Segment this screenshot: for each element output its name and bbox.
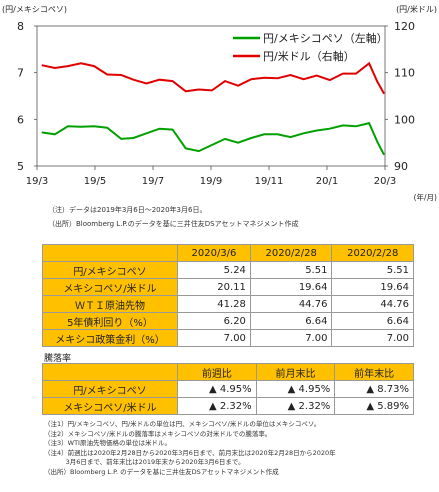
table-header-col2: 2020/2/28 xyxy=(249,244,333,262)
cell-value: ▲ 4.95% xyxy=(255,380,336,398)
row-label: 5年債利回り（%） xyxy=(42,312,178,330)
chart-note: （注）データは2019年3月6日～2020年3月6日。 xyxy=(48,206,207,214)
row-label: ＷＴＩ原油先物 xyxy=(42,295,178,313)
x-tick-label: 20/3 xyxy=(374,176,396,187)
row-label: 円/メキシコペソ xyxy=(42,380,178,398)
footnote-line: （注4）前週比は2020年2月28日から2020年3月6日まで、前月末比は202… xyxy=(44,448,336,457)
x-unit-label: (年/月) xyxy=(414,192,437,202)
y-left-tick-label: 7 xyxy=(17,67,24,80)
table-header-blank xyxy=(42,244,178,262)
y-left-tick-label: 6 xyxy=(17,113,24,126)
footnote-line: （出所）Bloomberg L.P. のデータを基に三井住友DSアセットマネジメ… xyxy=(44,467,279,476)
cell-value: 6.64 xyxy=(331,312,414,330)
table-header-blank xyxy=(42,363,178,381)
footnote-line: 3月6日まで、前年末比は2019年末から2020年3月6日まで。 xyxy=(44,458,245,466)
series-line-mxn xyxy=(41,121,385,156)
x-tick-label: 19/5 xyxy=(84,176,106,187)
footnotes: （注1）円/メキシコペソ、円/米ドルの単位は円、メキシコペソ/米ドルの単位はメキ… xyxy=(44,420,336,477)
footnote-line: （注3）WTI原油先物価格の単位は米ドル。 xyxy=(44,439,171,447)
cell-value: 5.51 xyxy=(331,261,414,279)
cell-value: 19.64 xyxy=(331,278,414,296)
change-rate-table: 前週比 前月末比 前年末比 円/メキシコペソ ▲ 4.95% ▲ 4.95% ▲… xyxy=(42,363,414,415)
fx-line-chart: 19/3 19/5 19/7 19/9 19/11 20/1 20/3 8 7 6 5 120 11… xyxy=(2,4,437,202)
y-right-tick-label: 100 xyxy=(394,113,415,126)
row-label: 円/メキシコペソ xyxy=(42,261,178,279)
row-label: メキシコペソ/米ドル xyxy=(42,397,178,415)
row-label: メキシコペソ/米ドル xyxy=(42,278,178,296)
cell-value: 20.11 xyxy=(177,278,251,296)
row-label: メキシコ政策金利（%） xyxy=(42,329,178,347)
footnote-line: （注1）円/メキシコペソ、円/米ドルの単位は円、メキシコペソ/米ドルの単位はメキ… xyxy=(44,420,321,428)
cell-value: 7.00 xyxy=(177,329,251,347)
cell-value: ▲ 2.32% xyxy=(177,397,257,415)
table-row: 5年債利回り（%） 6.20 6.64 6.64 xyxy=(42,312,414,330)
left-axis-label: (円/メキシコペソ) xyxy=(2,5,67,14)
y-right-tick-label: 90 xyxy=(394,160,408,173)
table-row: メキシコペソ/米ドル 20.11 19.64 19.64 xyxy=(42,278,414,296)
change-rate-title: 騰落率 xyxy=(44,354,72,364)
cell-value: ▲ 8.73% xyxy=(334,380,414,398)
legend-label-mxn: 円/メキシコペソ（左軸） xyxy=(263,31,388,45)
right-axis-label: (円/米ドル) xyxy=(396,4,437,14)
cell-value: 5.51 xyxy=(249,261,333,279)
series-line-usd xyxy=(41,61,385,95)
cell-value: ▲ 2.32% xyxy=(255,397,336,415)
cell-value: ▲ 4.95% xyxy=(177,380,257,398)
table-row: 円/メキシコペソ ▲ 4.95% ▲ 4.95% ▲ 8.73% xyxy=(42,380,414,398)
chart-source: （出所）Bloomberg L.P.のデータを基に三井住友DSアセットマネジメン… xyxy=(48,220,299,228)
table-row: 円/メキシコペソ 5.24 5.51 5.51 xyxy=(42,261,414,279)
market-data-table: 2020/3/6 2020/2/28 2020/2/28 円/メキシコペソ 5.… xyxy=(42,244,414,347)
cell-value: 19.64 xyxy=(249,278,333,296)
table-header-col1: 2020/3/6 xyxy=(177,244,251,262)
cell-value: 44.76 xyxy=(249,295,333,313)
table-header-col1: 前週比 xyxy=(177,363,257,381)
table-header-col2: 前月末比 xyxy=(255,363,336,381)
y-left-tick-label: 5 xyxy=(17,160,24,173)
cell-value: 6.20 xyxy=(177,312,251,330)
table-row: メキシコペソ/米ドル ▲ 2.32% ▲ 2.32% ▲ 5.89% xyxy=(42,397,414,415)
x-tick-label: 19/7 xyxy=(142,176,164,187)
table-row: メキシコ政策金利（%） 7.00 7.00 7.00 xyxy=(42,329,414,347)
table-header-col3: 2020/2/28 xyxy=(331,244,414,262)
y-left-tick-label: 8 xyxy=(17,20,24,33)
cell-value: 44.76 xyxy=(331,295,414,313)
x-tick-label: 20/1 xyxy=(316,176,338,187)
cell-value: ▲ 5.89% xyxy=(334,397,414,415)
cell-value: 6.64 xyxy=(249,312,333,330)
cell-value: 7.00 xyxy=(331,329,414,347)
y-right-tick-label: 110 xyxy=(394,67,415,80)
x-tick-label: 19/11 xyxy=(255,176,284,187)
footnote-line: （注2）メキシコペソ/米ドルの騰落率はメキシコペソの対米ドルでの騰落率。 xyxy=(44,429,272,438)
x-tick-label: 19/9 xyxy=(200,176,222,187)
y-right-tick-label: 120 xyxy=(394,20,415,33)
cell-value: 5.24 xyxy=(177,261,251,279)
legend-label-usd: 円/米ドル（右軸） xyxy=(263,49,355,63)
table-header-col3: 前年末比 xyxy=(334,363,414,381)
x-tick-label: 19/3 xyxy=(26,176,48,187)
cell-value: 7.00 xyxy=(249,329,333,347)
cell-value: 41.28 xyxy=(177,295,251,313)
table-row: ＷＴＩ原油先物 41.28 44.76 44.76 xyxy=(42,295,414,313)
